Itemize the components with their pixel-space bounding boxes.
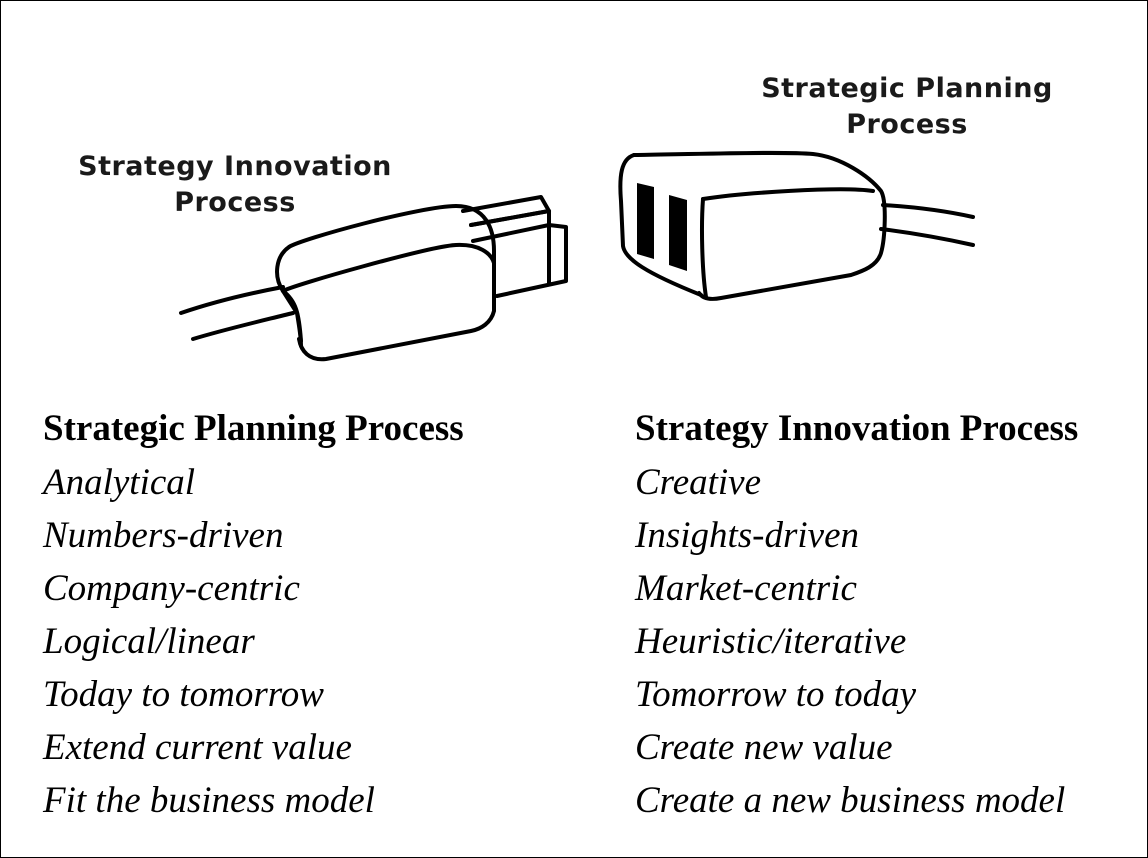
male-plug-icon [179,195,568,362]
list-item: Creative [635,462,762,503]
left-plug-label-line1: Strategy Innovation [78,151,392,182]
list-item: Today to tomorrow [43,674,324,715]
socket-slot-2 [669,195,687,271]
list-item: Heuristic/iterative [635,621,907,662]
strategy-innovation-title: Strategy Innovation Process [635,408,1079,449]
strategy-innovation-list: Creative Insights-driven Market-centric … [635,456,1145,827]
list-item: Insights-driven [635,515,860,556]
list-item: Tomorrow to today [635,674,916,715]
female-plug-icon [618,150,975,301]
list-item: Fit the business model [43,780,375,821]
list-item: Extend current value [43,727,352,768]
right-plug-label-line2: Process [846,109,968,140]
list-item: Company-centric [43,568,300,609]
list-item: Market-centric [635,568,857,609]
plug-illustration [179,150,975,362]
strategic-planning-column: Strategic Planning Process Analytical Nu… [43,406,603,827]
list-item: Numbers-driven [43,515,284,556]
socket-slot-1 [637,183,654,259]
list-item: Logical/linear [43,621,255,662]
left-plug-label: Strategy Innovation Process [59,149,411,221]
strategy-innovation-column: Strategy Innovation Process Creative Ins… [635,406,1145,827]
strategic-planning-title: Strategic Planning Process [43,408,464,449]
left-plug-label-line2: Process [174,187,296,218]
strategic-planning-list: Analytical Numbers-driven Company-centri… [43,456,603,827]
list-item: Create a new business model [635,780,1066,821]
list-item: Create new value [635,727,893,768]
right-plug-label-line1: Strategic Planning [761,73,1053,104]
right-plug-label: Strategic Planning Process [736,71,1078,143]
list-item: Analytical [43,462,196,503]
